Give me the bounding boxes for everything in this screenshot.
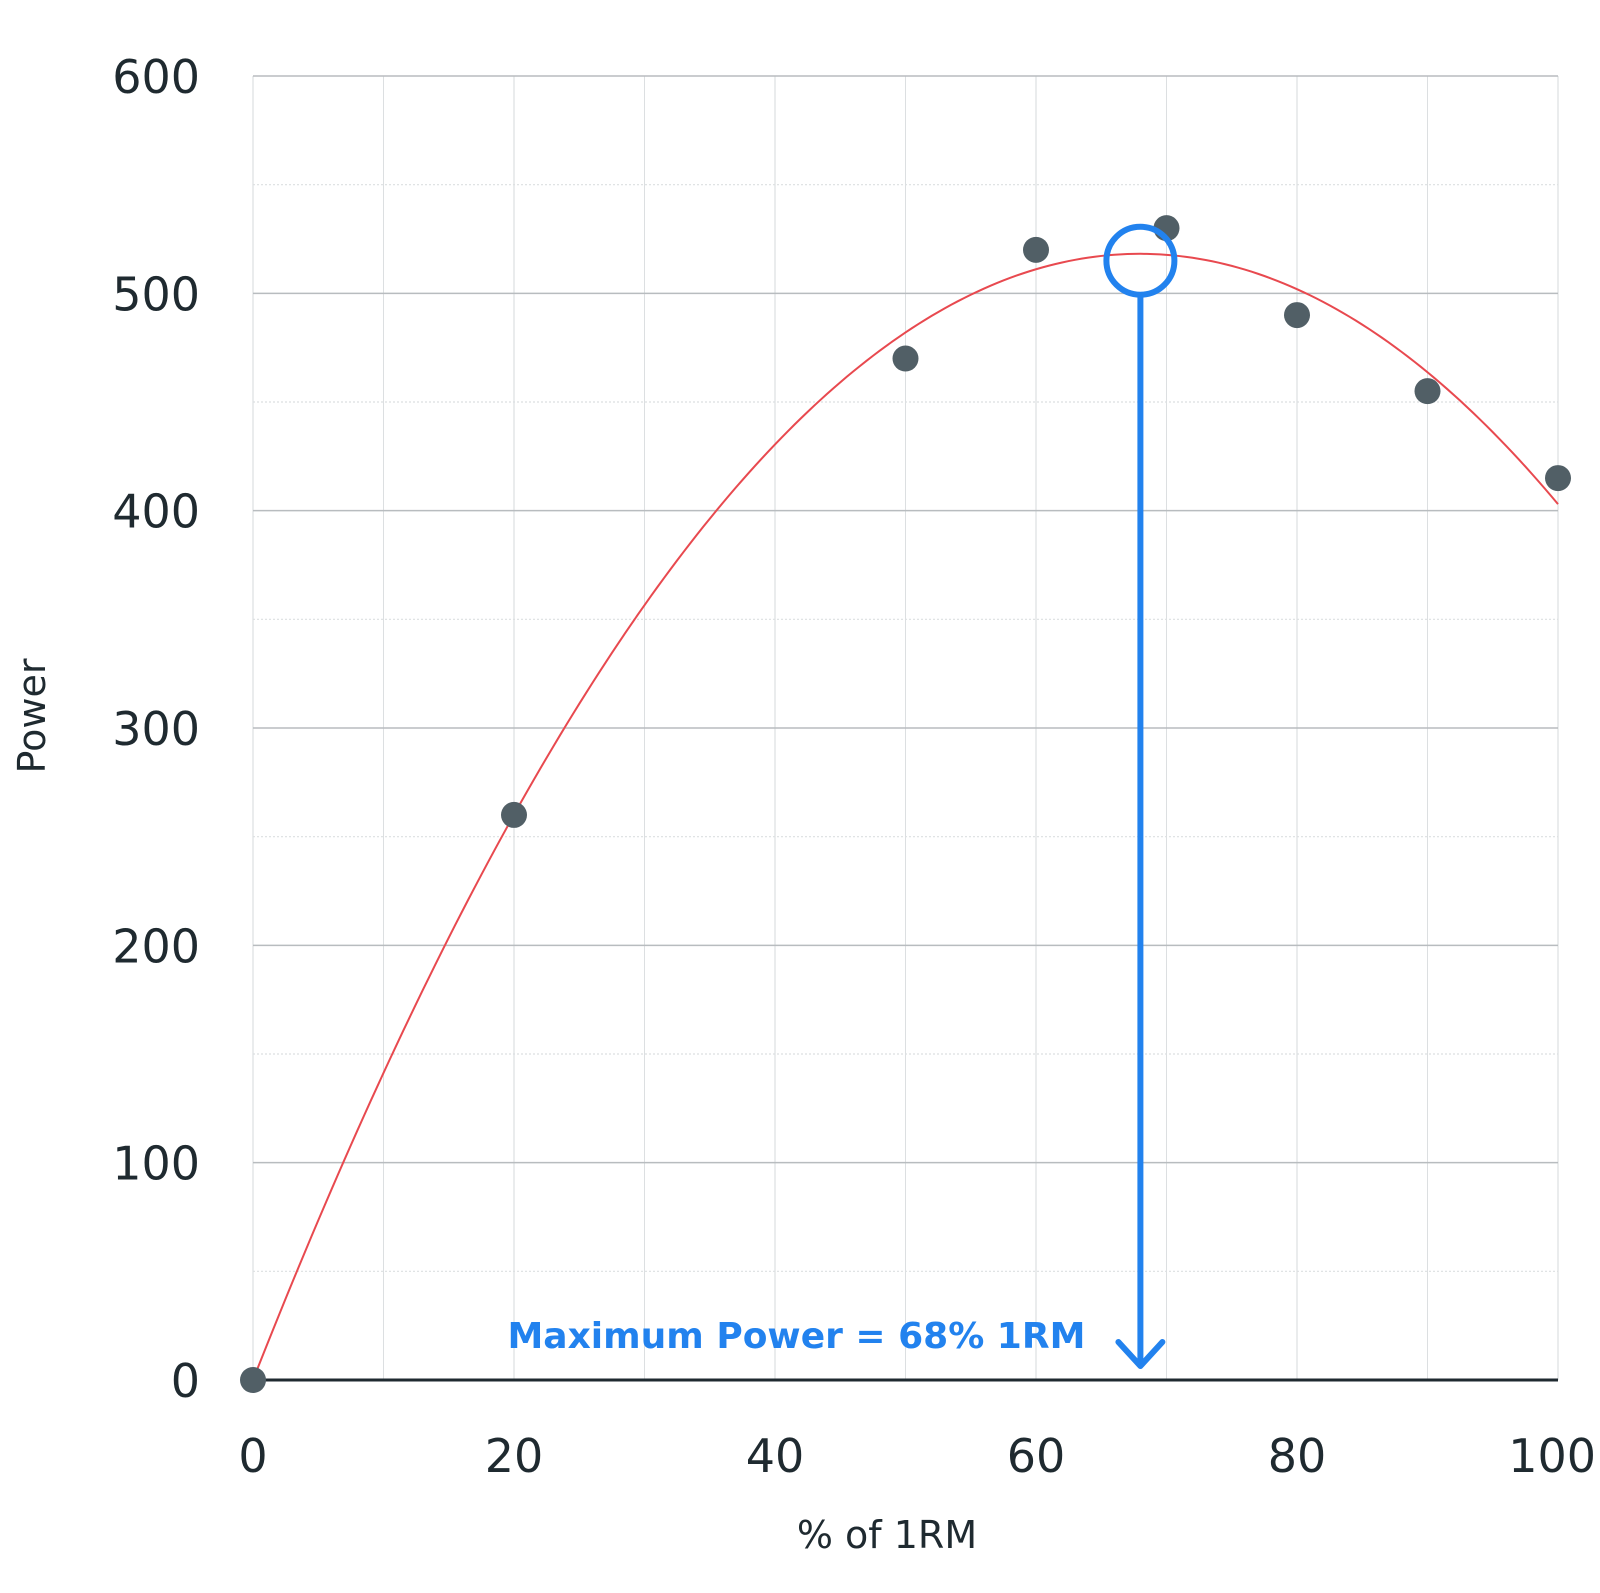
x-tick-label: 0 xyxy=(238,1429,267,1483)
x-tick-label: 40 xyxy=(746,1429,805,1483)
x-tick-label: 20 xyxy=(485,1429,544,1483)
max-power-annotation: Maximum Power = 68% 1RM xyxy=(507,223,1178,1369)
data-point xyxy=(1414,378,1441,405)
tick-labels: 0 100 200 300 400 500 600 0 20 40 60 80 100 xyxy=(112,50,1596,1483)
y-tick-label: 100 xyxy=(112,1137,200,1191)
max-power-arrow-head xyxy=(1115,1339,1166,1369)
x-tick-label: 100 xyxy=(1508,1429,1596,1483)
data-points xyxy=(240,215,1571,1393)
y-tick-label: 600 xyxy=(112,50,200,104)
data-point xyxy=(1023,236,1049,263)
y-tick-label: 0 xyxy=(171,1354,200,1408)
data-point xyxy=(892,345,919,372)
y-tick-label: 300 xyxy=(112,702,200,756)
x-axis-title: % of 1RM xyxy=(797,1513,977,1557)
data-point xyxy=(501,801,527,828)
y-tick-label: 400 xyxy=(112,485,200,539)
grid xyxy=(252,75,1559,1380)
y-axis-title: Power xyxy=(10,658,54,773)
y-tick-label: 500 xyxy=(112,267,200,321)
trendline-layer xyxy=(252,252,1559,1381)
y-tick-label: 200 xyxy=(112,919,200,973)
max-power-label: Maximum Power = 68% 1RM xyxy=(507,1316,1085,1357)
data-point xyxy=(1284,302,1310,329)
data-point xyxy=(1545,465,1571,492)
trendline xyxy=(252,252,1559,1381)
max-power-marker xyxy=(1103,223,1178,298)
data-point xyxy=(240,1367,266,1393)
x-tick-label: 60 xyxy=(1007,1429,1066,1483)
x-tick-label: 80 xyxy=(1268,1429,1327,1483)
